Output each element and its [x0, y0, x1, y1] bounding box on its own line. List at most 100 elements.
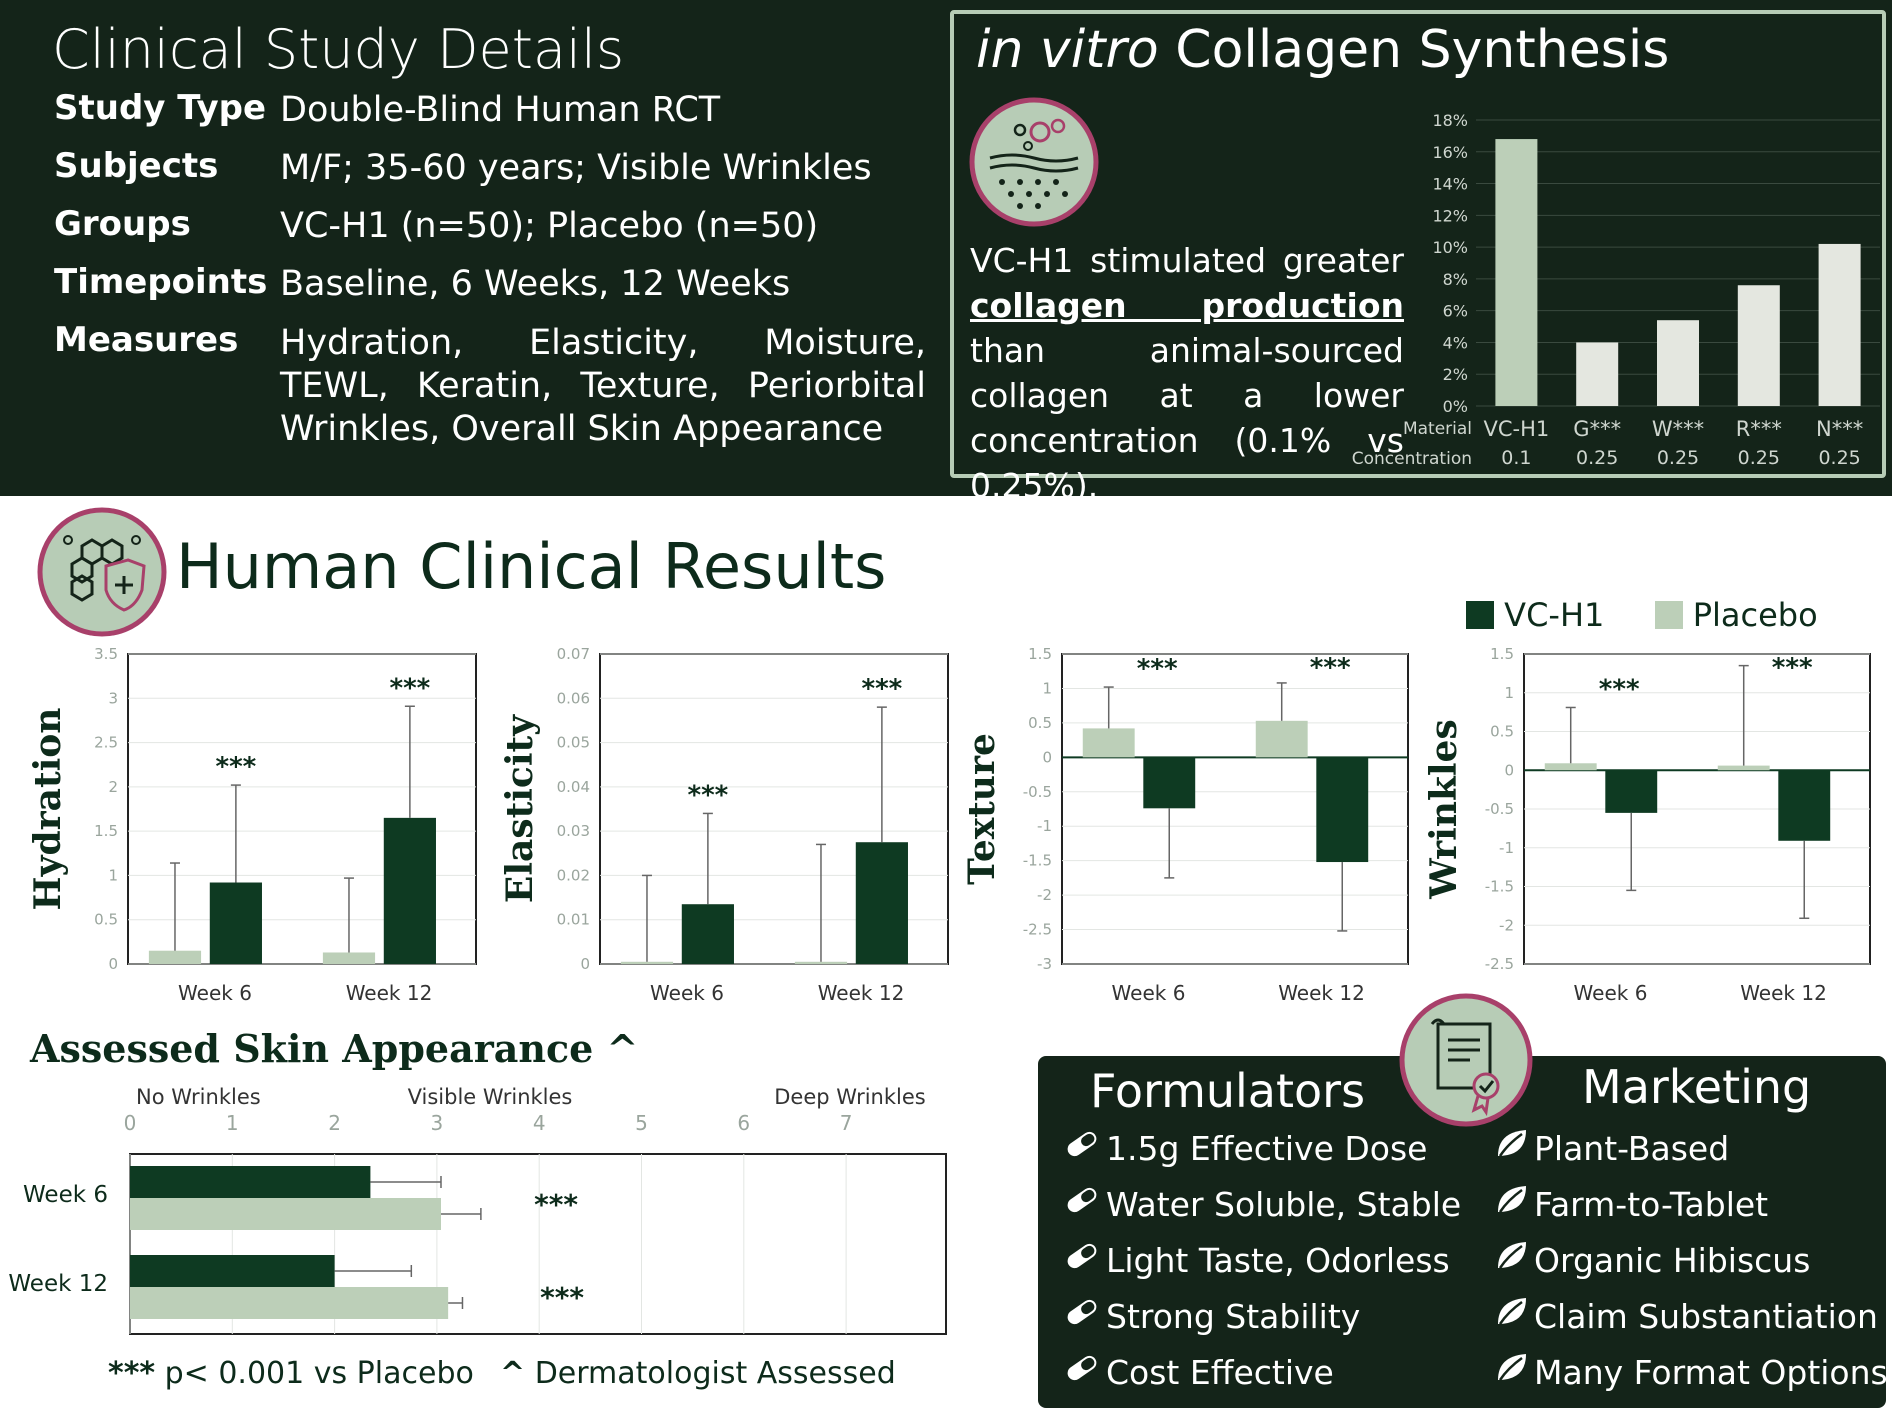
significance-marker: *** [1772, 653, 1813, 683]
wrinkles-chart: -2.5 -2 -1.5 -1 -0.5 0 0.5 1 1.5 *** Week 6 *** Week… [1426, 645, 1871, 1005]
bar [1576, 342, 1619, 406]
bar-vch1 [209, 882, 262, 964]
details-label: Study Type [54, 88, 267, 128]
clinical-title: Human Clinical Results [176, 530, 887, 603]
y-tick-label: -1.5 [1485, 878, 1514, 896]
y-tick-label: 1 [1042, 679, 1052, 697]
y-tick-label: 12% [1432, 206, 1468, 225]
bar-vch1 [1778, 770, 1831, 841]
significance-marker: *** [534, 1188, 578, 1221]
bar-vch1 [383, 817, 436, 964]
y-tick-label: 16% [1432, 143, 1468, 162]
bar-placebo [130, 1198, 441, 1230]
bar-vch1 [130, 1166, 371, 1198]
y-axis-label: Hydration [27, 708, 69, 911]
category-label: G*** [1573, 417, 1621, 441]
x-tick-label: 5 [635, 1111, 648, 1135]
marketing-item: Claim Substantiation [1494, 1294, 1878, 1338]
y-axis-label: Texture [964, 733, 1003, 885]
details-label: Subjects [54, 146, 219, 186]
y-tick-label: -2 [1037, 886, 1052, 904]
y-tick-label: 0% [1443, 397, 1468, 416]
category-label: VC-H1 [1484, 417, 1550, 441]
y-tick-label: 1 [1504, 684, 1514, 702]
category-label: Week 12 [1740, 981, 1827, 1005]
capsule-icon [1062, 1238, 1102, 1282]
appearance-chart: 0 1 2 3 4 5 6 7 No Wrinkles Visible Wrinkles Deep … [8, 1085, 947, 1335]
details-label: Timepoints [54, 262, 268, 302]
category-label: Week 6 [650, 981, 724, 1005]
y-tick-label: 0 [1042, 748, 1052, 766]
concentration-label: 0.25 [1738, 447, 1780, 469]
y-tick-label: -2.5 [1485, 955, 1514, 973]
concentration-label: 0.1 [1501, 447, 1531, 469]
invitro-description: VC-H1 stimulated greater collagen produc… [970, 238, 1404, 508]
texture-chart: -3 -2.5 -2 -1.5 -1 -0.5 0 0.5 1 1.5 *** Week 6 *** We… [964, 645, 1409, 1005]
y-tick-label: 0 [108, 955, 118, 973]
footnote-caret: ^ Dermatologist Assessed [500, 1356, 896, 1391]
bar-vch1 [1605, 770, 1658, 813]
bar-vch1 [855, 842, 908, 964]
bar-vch1 [130, 1255, 335, 1287]
row-label-concentration: Concentration [1352, 449, 1472, 469]
invitro-title: in vitro Collagen Synthesis [976, 20, 1669, 80]
y-tick-label: 3.5 [94, 645, 118, 663]
elasticity-chart: 0 0.01 0.02 0.03 0.04 0.05 0.06 0.07 *** Week 6 **… [499, 645, 949, 1005]
y-tick-label: 0.01 [557, 911, 590, 929]
invitro-panel [950, 10, 1886, 478]
capsule-icon [1062, 1294, 1102, 1338]
leaf-icon [1494, 1238, 1530, 1282]
marketing-item-label: Claim Substantiation [1534, 1296, 1878, 1336]
category-label: R*** [1736, 417, 1782, 441]
significance-marker: *** [687, 780, 728, 810]
footnote-stars-text: p< 0.001 vs Placebo [164, 1356, 474, 1391]
marketing-item: Farm-to-Tablet [1494, 1182, 1768, 1226]
footnote-stars-symbol: *** [108, 1356, 156, 1391]
bar-placebo [1082, 728, 1135, 758]
significance-marker: *** [540, 1281, 584, 1314]
capsule-icon [1062, 1126, 1102, 1170]
marketing-item-label: Organic Hibiscus [1534, 1240, 1811, 1280]
y-axis-label: Elasticity [499, 714, 541, 903]
formulators-item-label: Strong Stability [1106, 1296, 1361, 1336]
y-axis-label: Wrinkles [1426, 719, 1465, 899]
category-label: W*** [1652, 417, 1704, 441]
details-value: Double-Blind Human RCT [280, 90, 721, 130]
concentration-label: 0.25 [1576, 447, 1618, 469]
y-tick-label: -3 [1037, 955, 1052, 973]
x-tick-label: 3 [431, 1111, 444, 1135]
collagen-chart: 0% 2% 4% 6% 8% 10% 12% 14% 16% 18% VC-H1 0.1 G*** 0.2… [1352, 111, 1880, 469]
y-tick-label: 1 [108, 866, 118, 884]
category-label: Week 12 [346, 981, 433, 1005]
x-tick-label: 7 [840, 1111, 853, 1135]
marketing-item-label: Many Format Options [1534, 1352, 1888, 1392]
details-value: Hydration, Elasticity, Moisture, TEWL, K… [280, 323, 926, 449]
y-tick-label: 2 [108, 778, 118, 796]
significance-marker: *** [1599, 674, 1640, 704]
y-tick-label: 14% [1432, 175, 1468, 194]
x-tick-label: 2 [328, 1111, 341, 1135]
y-tick-label: -0.5 [1485, 800, 1514, 818]
scale-label: Deep Wrinkles [774, 1085, 925, 1109]
y-tick-label: 0.06 [557, 689, 590, 707]
y-tick-label: 0.5 [1028, 714, 1052, 732]
legend-swatch-placebo [1654, 601, 1683, 629]
formulators-item-label: Light Taste, Odorless [1106, 1240, 1450, 1280]
leaf-icon [1494, 1182, 1530, 1226]
x-tick-label: 0 [124, 1111, 137, 1135]
bar-placebo [794, 961, 848, 964]
legend: VC-H1 Placebo [1466, 596, 1818, 634]
bar-vch1 [681, 904, 734, 964]
y-tick-label: 2% [1443, 365, 1468, 384]
y-tick-label: -2.5 [1023, 921, 1052, 939]
bar-placebo [130, 1287, 449, 1319]
significance-marker: *** [1310, 653, 1351, 683]
significance-marker: *** [389, 673, 430, 703]
y-tick-label: 0.07 [557, 645, 590, 663]
significance-marker: *** [215, 752, 256, 782]
y-tick-label: 10% [1432, 238, 1468, 257]
leaf-icon [1494, 1126, 1530, 1170]
y-tick-label: 0 [1504, 761, 1514, 779]
certificate-icon [1398, 992, 1534, 1132]
invitro-text-after: than animal-sourced collagen at a lower … [970, 331, 1404, 505]
